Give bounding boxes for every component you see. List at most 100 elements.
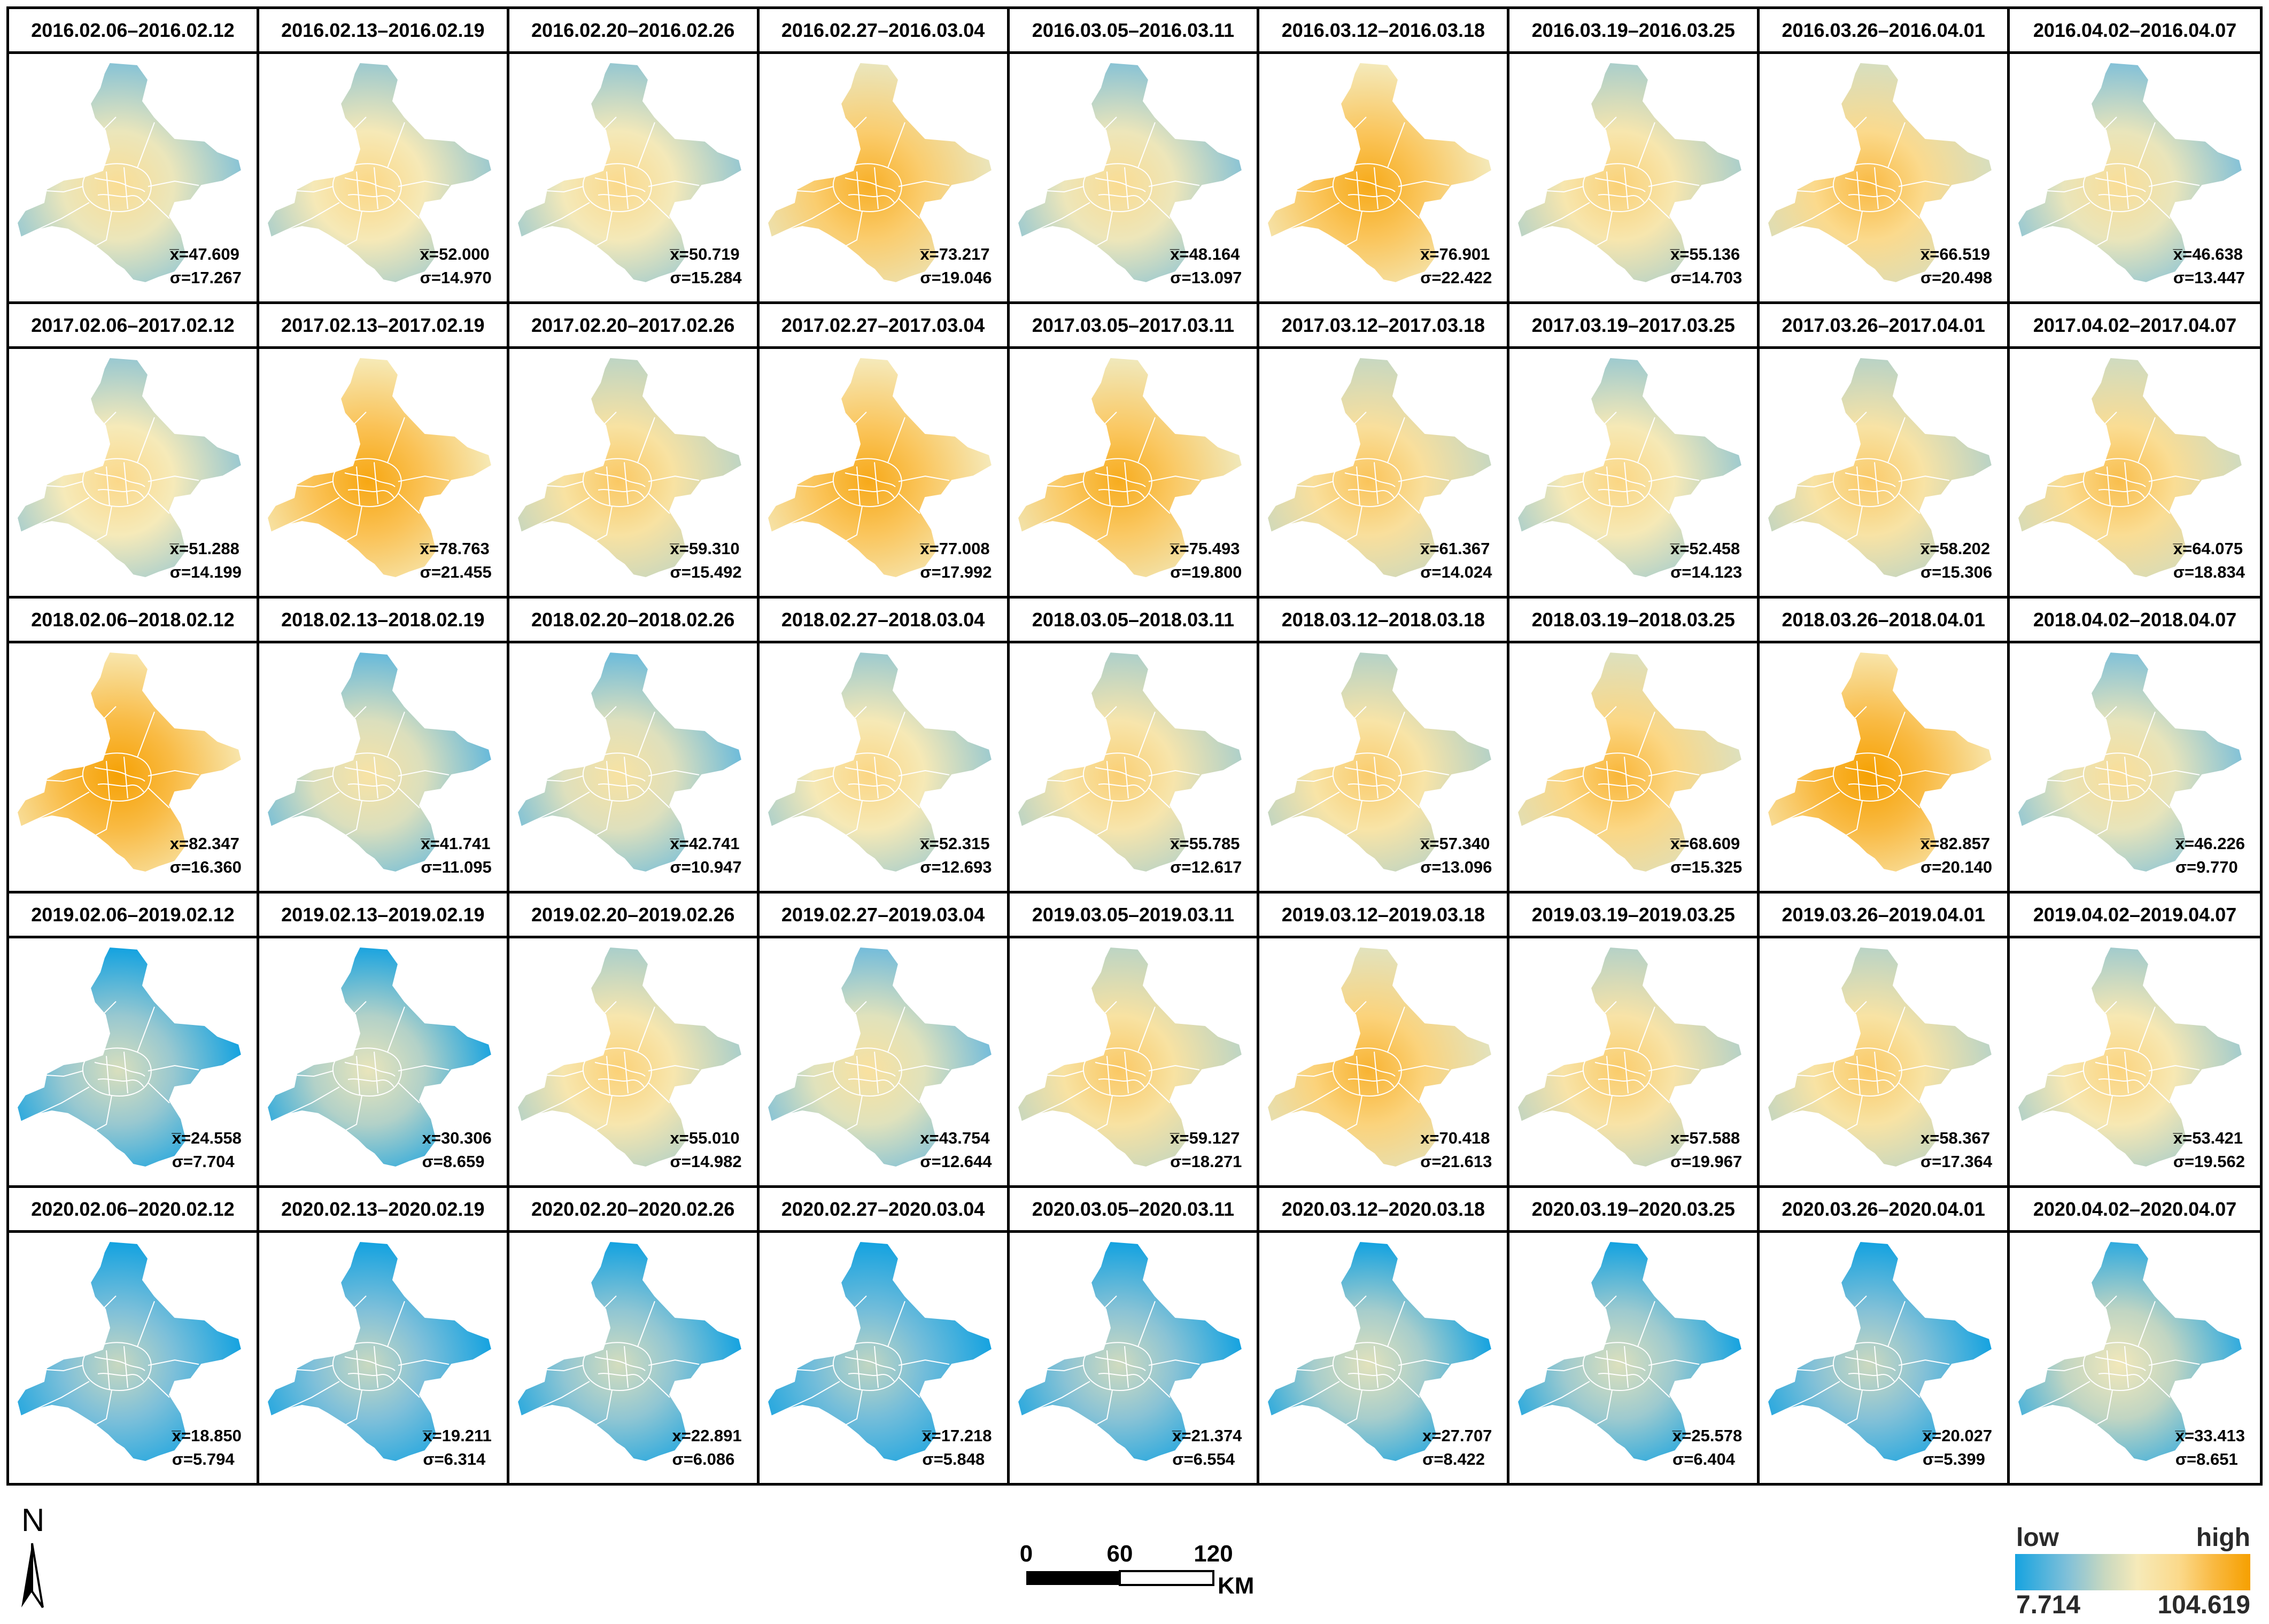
district-boundary (2095, 116, 2117, 171)
district-boundary (2148, 1359, 2200, 1366)
mean-value: x̅=59.310 (670, 539, 740, 558)
std-value: σ=18.271 (1170, 1152, 1242, 1171)
map-cell: 2017.02.27–2017.03.04 x̅=77.008 σ=17.992 (759, 304, 1010, 599)
district-boundary (35, 1086, 90, 1115)
map-cell: 2019.02.27–2019.03.04 x=43.754 σ=12.644 (759, 893, 1010, 1188)
district-boundary (1899, 770, 1950, 777)
district-boundary (2095, 1356, 2146, 1372)
district-boundary (648, 1359, 699, 1366)
district-boundary (373, 462, 378, 504)
map-stats: x̅=25.578 σ=6.404 (1672, 1424, 1742, 1471)
std-value: σ=5.794 (172, 1449, 235, 1468)
district-boundary (148, 492, 170, 514)
district-boundary (1095, 1061, 1146, 1077)
district-boundary (1124, 757, 1129, 799)
map-period-title: 2017.03.05–2017.03.11 (1009, 304, 1257, 349)
district-boundary (285, 1381, 340, 1410)
map-period-title: 2020.04.02–2020.04.07 (2010, 1188, 2260, 1233)
district-boundary (1648, 475, 1700, 482)
district-boundary (1624, 1346, 1629, 1388)
district-boundary (1124, 462, 1129, 504)
district-boundary (344, 1295, 367, 1350)
std-value: σ=15.284 (670, 268, 742, 287)
region-shape (1267, 61, 1493, 284)
district-boundary (598, 194, 645, 203)
district-boundary (1786, 1381, 1840, 1410)
std-value: σ=8.422 (1422, 1449, 1485, 1468)
map-period-title: 2020.03.05–2020.03.11 (1009, 1188, 1257, 1233)
district-boundary (848, 1078, 895, 1087)
district-boundary (1797, 186, 1834, 193)
district-boundary (887, 122, 905, 168)
scale-tick-0: 0 (1020, 1541, 1033, 1567)
district-boundary (2138, 1006, 2156, 1053)
district-boundary (1137, 1301, 1156, 1347)
map-period-title: 2019.03.26–2019.04.01 (1760, 893, 2008, 938)
district-boundary (1094, 1295, 1117, 1350)
district-boundary (344, 472, 396, 487)
map-period-title: 2020.02.27–2020.03.04 (759, 1188, 1007, 1233)
district-boundary (1595, 177, 1646, 192)
region-shape (1517, 61, 1743, 284)
district-boundary (1148, 198, 1171, 219)
district-boundary (97, 488, 144, 498)
scale-bar: 0 60 120 KM (1020, 1541, 1254, 1598)
map-period-title: 2017.04.02–2017.04.07 (2010, 304, 2260, 349)
district-boundary (285, 202, 340, 231)
district-boundary (1047, 186, 1083, 193)
district-boundary (1094, 1001, 1117, 1055)
mean-value: x̅=47.609 (169, 244, 239, 263)
std-value: σ=14.982 (670, 1152, 742, 1171)
district-boundary (1845, 506, 1863, 542)
district-boundary (1345, 1356, 1396, 1372)
district-boundary (1333, 163, 1403, 212)
district-boundary (1648, 180, 1700, 187)
map-cell: 2019.03.26–2019.04.01 x=58.367 σ=17.364 (1760, 893, 2010, 1188)
district-boundary (82, 752, 152, 802)
district-boundary (1124, 1051, 1129, 1093)
district-boundary (1095, 1390, 1113, 1426)
district-boundary (606, 761, 610, 801)
map-period-title: 2016.02.13–2016.02.19 (259, 9, 507, 54)
map-period-title: 2020.03.19–2020.03.25 (1509, 1188, 1757, 1233)
district-boundary (582, 1342, 652, 1392)
district-boundary (344, 1095, 362, 1131)
district-boundary (106, 1055, 110, 1095)
district-boundary (2036, 1086, 2090, 1115)
district-boundary (1887, 122, 1906, 168)
map-cell: 2019.03.12–2019.03.18 x=70.418 σ=21.613 (1259, 893, 1510, 1188)
district-boundary (648, 1064, 699, 1071)
district-boundary (2095, 411, 2117, 465)
district-boundary (2107, 466, 2111, 506)
district-boundary (2095, 1295, 2117, 1350)
district-boundary (637, 1006, 655, 1053)
district-boundary (1098, 783, 1145, 792)
district-boundary (1594, 1095, 1613, 1131)
map-period-title: 2020.02.13–2020.02.19 (259, 1188, 507, 1233)
district-boundary (1094, 116, 1117, 171)
district-boundary (1082, 752, 1152, 802)
district-boundary (598, 783, 645, 792)
district-boundary (1797, 1070, 1834, 1077)
district-boundary (594, 116, 617, 171)
district-boundary (123, 167, 128, 209)
district-boundary (148, 770, 199, 777)
district-boundary (594, 801, 613, 837)
district-boundary (606, 1055, 610, 1095)
district-boundary (1786, 202, 1840, 231)
region-shape (2017, 946, 2243, 1168)
district-boundary (1899, 1359, 1950, 1366)
district-boundary (2095, 1001, 2117, 1055)
map-stats: x̅=52.315 σ=12.693 (920, 832, 992, 879)
district-boundary (536, 202, 590, 231)
legend-gradient-bar (2015, 1554, 2250, 1590)
std-value: σ=19.046 (920, 268, 992, 287)
map-stats: x̅=51.288 σ=14.199 (170, 537, 242, 584)
map-stats: x̅=42.741 σ=10.947 (670, 832, 742, 879)
district-boundary (1583, 752, 1653, 802)
std-value: σ=17.364 (1920, 1152, 1993, 1171)
district-boundary (832, 752, 902, 802)
district-boundary (94, 801, 112, 837)
district-boundary (2036, 1381, 2090, 1410)
mean-value: x̅=19.211 (423, 1426, 492, 1445)
